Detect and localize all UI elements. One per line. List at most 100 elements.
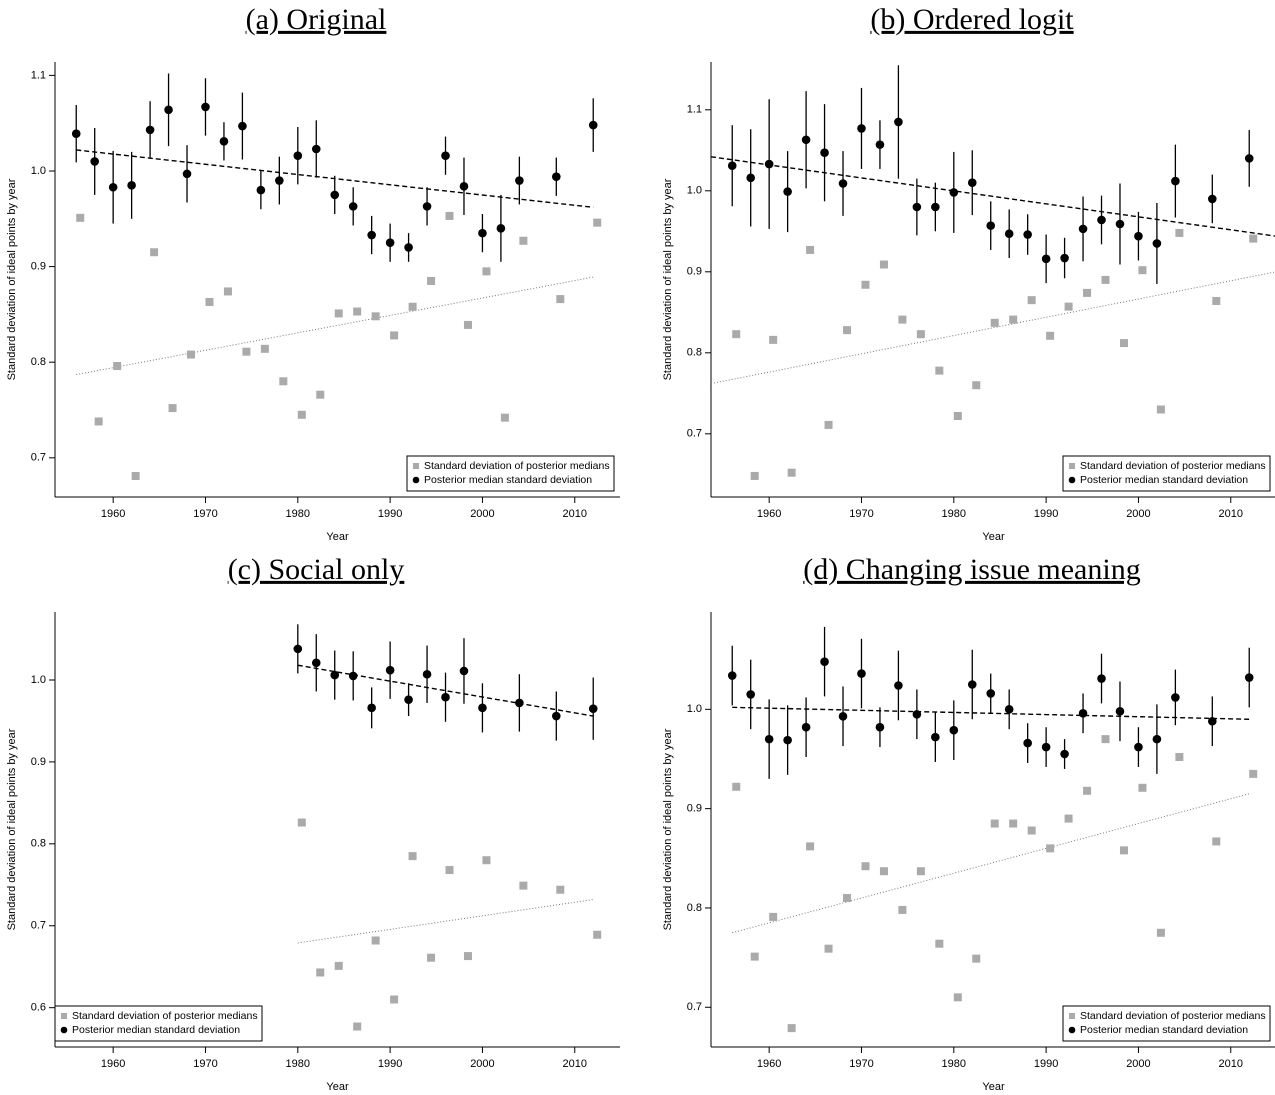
square-point — [843, 894, 852, 903]
trend-line — [76, 276, 594, 376]
square-point — [806, 842, 815, 851]
point — [1004, 229, 1014, 239]
point — [820, 657, 829, 666]
square-point — [1046, 331, 1055, 340]
y-axis-label: Standard deviation of ideal points by ye… — [662, 178, 674, 380]
legend-box — [1062, 455, 1271, 492]
y-tick-label: 0.9 — [687, 803, 702, 815]
square-point — [935, 366, 944, 375]
point — [1023, 230, 1032, 239]
x-tick-label: 1970 — [849, 1058, 873, 1070]
point — [311, 658, 321, 668]
square-point — [861, 280, 870, 289]
square-point — [1249, 234, 1258, 243]
square-point — [371, 312, 380, 321]
square-point — [916, 867, 925, 876]
point — [127, 181, 136, 190]
square-point — [76, 213, 85, 222]
legend-swatch — [1069, 463, 1075, 469]
square-point — [1101, 735, 1110, 744]
x-tick-label: 1970 — [849, 508, 873, 520]
point — [783, 735, 792, 745]
square-point — [297, 818, 306, 827]
square-point — [408, 852, 417, 861]
point — [385, 665, 395, 675]
point — [459, 181, 469, 191]
point — [256, 185, 266, 195]
x-tick-label: 1980 — [942, 508, 966, 520]
point — [496, 224, 506, 233]
point — [404, 243, 413, 252]
x-tick-label: 1980 — [286, 508, 310, 520]
square-point — [390, 995, 399, 1004]
square-point — [353, 1022, 362, 1031]
square-point — [1027, 826, 1036, 835]
square-point — [824, 944, 833, 953]
point — [949, 188, 959, 197]
point — [1171, 693, 1180, 702]
point — [551, 711, 561, 721]
point — [912, 202, 922, 212]
square-point — [769, 912, 778, 921]
point — [201, 102, 210, 112]
square-point — [482, 856, 491, 865]
point — [1134, 742, 1143, 752]
square-point — [334, 961, 343, 970]
square-point — [1175, 753, 1184, 761]
square-point — [843, 326, 852, 335]
point — [894, 681, 903, 690]
square-point — [131, 471, 140, 480]
square-point — [482, 267, 491, 276]
square-point — [879, 867, 888, 876]
x-tick-label: 2010 — [563, 1058, 587, 1070]
point — [1078, 709, 1088, 718]
y-tick-label: 0.6 — [31, 1002, 46, 1014]
square-point — [1101, 275, 1110, 284]
x-tick-label: 2000 — [470, 1058, 494, 1070]
point — [1134, 231, 1143, 241]
point — [1244, 673, 1254, 682]
y-tick-label: 0.8 — [31, 356, 46, 368]
square-point — [463, 952, 472, 961]
y-tick-label: 0.7 — [31, 452, 46, 464]
point — [1004, 705, 1014, 714]
legend-box — [406, 455, 615, 492]
x-tick-label: 1960 — [757, 508, 781, 520]
square-point — [898, 315, 907, 324]
x-tick-label: 1990 — [1034, 1058, 1058, 1070]
square-point — [1138, 783, 1147, 792]
y-tick-label: 0.8 — [687, 902, 702, 914]
square-point — [953, 411, 962, 420]
x-tick-label: 2010 — [1219, 1058, 1243, 1070]
y-tick-label: 1.1 — [31, 69, 46, 81]
trend-line — [710, 271, 1275, 385]
square-point — [824, 420, 833, 429]
square-point — [916, 330, 925, 339]
point — [1078, 224, 1088, 234]
point — [1097, 215, 1106, 225]
square-point — [371, 936, 380, 945]
square-point — [427, 276, 436, 285]
x-axis-label: Year — [982, 531, 1005, 543]
legend-swatch — [412, 476, 420, 484]
square-point — [750, 471, 759, 480]
y-axis-label: Standard deviation of ideal points by ye… — [662, 728, 674, 930]
square-point — [769, 335, 778, 344]
point — [219, 137, 229, 146]
point — [875, 722, 885, 732]
point — [1115, 707, 1125, 716]
legend-swatch — [413, 463, 419, 469]
point — [90, 157, 99, 166]
y-tick-label: 0.9 — [687, 266, 702, 278]
square-point — [750, 952, 759, 961]
square-point — [593, 218, 602, 227]
square-point — [150, 248, 159, 257]
square-point — [787, 468, 796, 477]
point — [515, 176, 524, 185]
y-tick-label: 1.0 — [687, 185, 702, 197]
legend-label: Standard deviation of posterior medians — [72, 1010, 258, 1022]
point — [588, 704, 598, 713]
point — [108, 182, 118, 192]
point — [367, 703, 376, 713]
